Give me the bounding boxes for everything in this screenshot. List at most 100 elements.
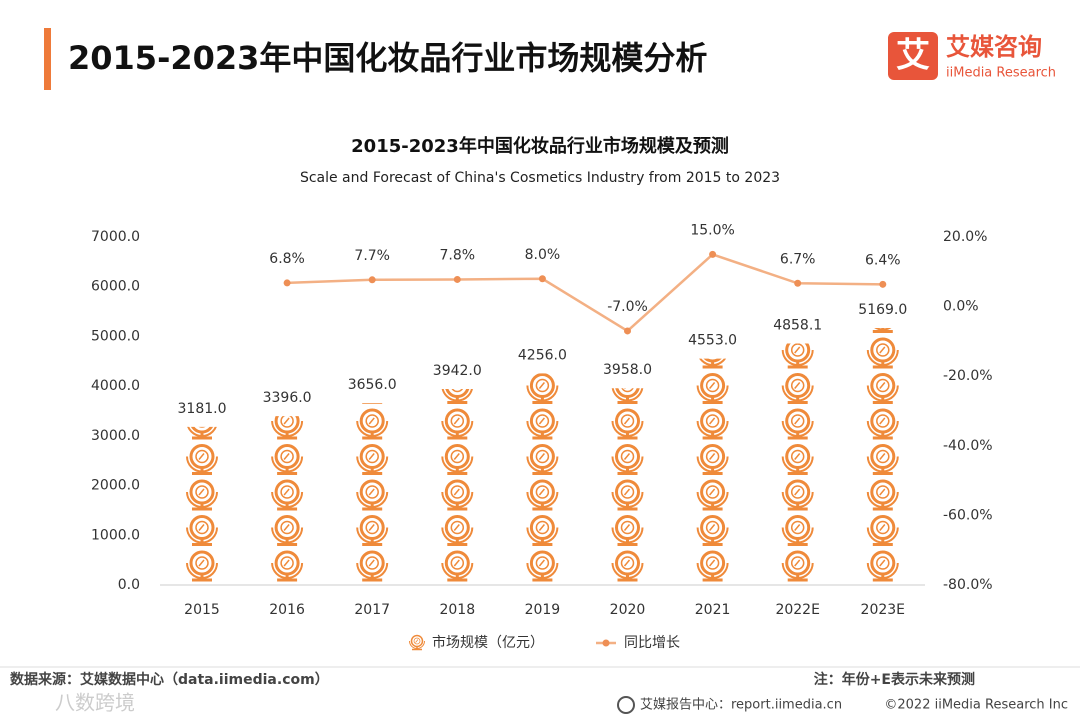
icon-shine — [623, 417, 631, 425]
icon-arc — [526, 527, 559, 544]
icon-shine — [794, 559, 801, 567]
bar-label: 3396.0 — [263, 390, 312, 406]
icon-arc — [866, 420, 899, 437]
watermark: 八数跨境 — [55, 691, 135, 715]
icon-shine — [368, 524, 375, 531]
icon-shine — [453, 488, 460, 496]
icon-shine — [283, 559, 290, 567]
logo-mark: 艾 — [896, 36, 930, 76]
icon-ring — [615, 388, 640, 398]
icon-shine — [794, 382, 801, 389]
icon-shine — [453, 524, 460, 531]
icon-arc — [441, 389, 473, 402]
icon-shine — [198, 453, 205, 460]
icon-arc — [696, 420, 729, 437]
icon-arc — [441, 491, 474, 508]
icon-shine — [879, 488, 886, 496]
icon-arc — [441, 562, 474, 579]
icon-arc — [526, 420, 559, 437]
icon-shine — [879, 417, 886, 425]
icon-arc — [271, 456, 304, 473]
icon-shine — [453, 417, 460, 425]
bar — [526, 373, 559, 582]
icon-shine — [709, 488, 716, 496]
icon-inner — [621, 388, 634, 393]
icon-arc — [271, 491, 304, 508]
icon-shine — [709, 524, 716, 531]
icon-shine — [879, 559, 886, 567]
icon-shine — [283, 453, 290, 460]
source: 数据来源：艾媒数据中心（data.iimedia.com） — [10, 671, 329, 688]
growth-line — [287, 252, 883, 333]
icon-shine — [624, 388, 626, 389]
icon-shine — [538, 488, 545, 496]
icon-arc — [874, 328, 892, 331]
growth-point — [538, 275, 546, 283]
bar-label: 3181.0 — [178, 401, 227, 417]
icon-shine — [283, 417, 290, 425]
icon-arc — [866, 491, 899, 508]
icon-shine — [709, 453, 716, 460]
x-tick-label: 2016 — [269, 602, 305, 618]
x-tick-label: 2019 — [525, 602, 561, 618]
y-tick-label: 6000.0 — [91, 279, 140, 295]
y-tick-label: 4000.0 — [91, 378, 140, 394]
x-tick-label: 2020 — [610, 602, 646, 618]
icon-shine — [453, 559, 460, 567]
growth-point — [794, 279, 802, 287]
growth-label: 7.8% — [440, 247, 476, 263]
icon-arc — [356, 562, 389, 579]
icon-shine — [794, 417, 801, 425]
growth-point — [368, 276, 376, 284]
icon-arc — [611, 456, 644, 473]
growth-label: 15.0% — [690, 222, 734, 238]
icon-shine — [709, 382, 716, 389]
legend-label: 市场规模（亿元） — [432, 634, 544, 651]
icon-ring — [703, 358, 722, 363]
icon-arc — [526, 491, 559, 508]
icon-shine — [879, 382, 886, 389]
report-icon — [617, 696, 635, 714]
growth-point — [624, 327, 631, 335]
report: 艾媒报告中心：report.iimedia.cn — [640, 698, 842, 713]
icon-ring — [445, 389, 470, 398]
icon-arc — [271, 420, 304, 437]
icon-arc — [781, 527, 814, 544]
icon-arc — [186, 456, 218, 473]
icon-shine — [623, 488, 631, 496]
icon-arc — [866, 562, 899, 579]
bar — [271, 416, 304, 582]
icon-shine — [538, 453, 545, 460]
icon-arc — [696, 456, 729, 473]
icon-arc — [356, 456, 389, 473]
icon-inner — [280, 416, 294, 428]
bar — [611, 388, 644, 582]
icon-arc — [781, 562, 814, 579]
icon-arc — [409, 640, 425, 649]
icon-arc — [271, 562, 304, 579]
copyright: ©2022 iiMedia Research Inc — [884, 698, 1068, 713]
logo-name: 艾媒咨询 — [946, 33, 1042, 61]
bar — [696, 358, 729, 582]
chart-subtitle: Scale and Forecast of China's Cosmetics … — [300, 170, 780, 186]
bar — [356, 403, 389, 582]
growth-point — [453, 275, 461, 283]
icon-shine — [283, 488, 290, 496]
icon-arc — [781, 420, 814, 437]
y2-tick-label: -80.0% — [943, 577, 993, 593]
icon-arc — [186, 562, 218, 579]
bar-label: 5169.0 — [858, 302, 907, 318]
icon-arc — [781, 456, 814, 473]
x-tick-label: 2015 — [184, 602, 220, 618]
icon-shine — [368, 559, 375, 567]
x-tick-label: 2021 — [695, 602, 731, 618]
growth-label: 6.7% — [780, 251, 816, 267]
icon-ring — [190, 426, 214, 434]
icon-shine — [538, 417, 545, 425]
icon-shine — [794, 453, 801, 460]
icon-arc — [441, 420, 474, 437]
icon-arc — [866, 385, 899, 402]
growth-point — [879, 280, 887, 288]
icon-arc — [186, 527, 218, 544]
chart-title: 2015-2023年中国化妆品行业市场规模及预测 — [351, 135, 729, 157]
